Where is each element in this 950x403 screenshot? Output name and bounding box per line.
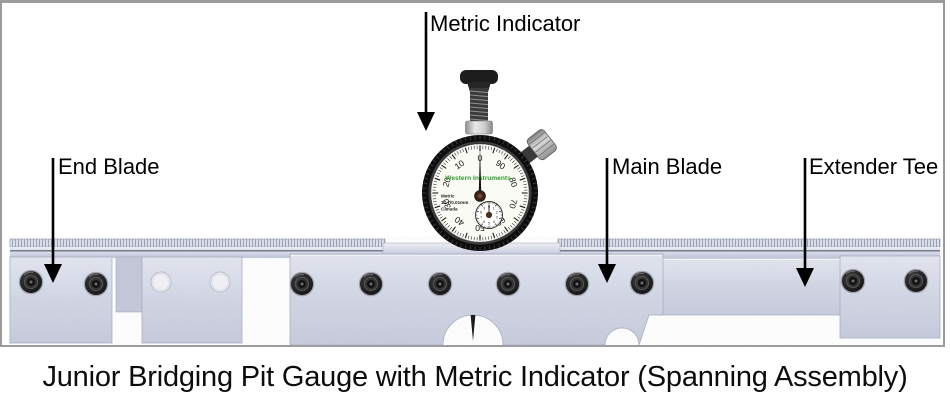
label-extender-tee: Extender Tee (809, 154, 939, 179)
figure-caption: Junior Bridging Pit Gauge with Metric In… (42, 361, 908, 393)
label-end-blade: End Blade (58, 154, 160, 179)
label-main-blade: Main Blade (612, 154, 723, 179)
label-metric-indicator: Metric Indicator (430, 11, 581, 36)
